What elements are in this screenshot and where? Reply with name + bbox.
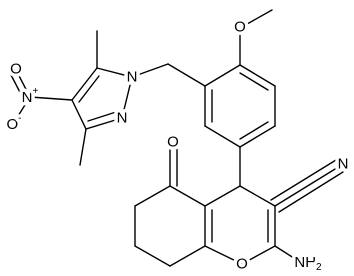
bond (12, 96, 31, 125)
bond (239, 185, 276, 207)
bond (121, 76, 133, 119)
atom-label: O (167, 134, 179, 151)
bond (15, 69, 31, 98)
atom-label: N (338, 156, 349, 173)
bond (134, 245, 171, 267)
bond (239, 64, 276, 87)
atom-charge: - (18, 113, 21, 124)
bond (239, 72, 269, 91)
atom-label: O (10, 61, 22, 78)
bond (9, 72, 25, 101)
bond (169, 185, 206, 207)
atom-subscript: 2 (316, 262, 322, 273)
bond (239, 9, 273, 29)
atom-label: N+ (22, 86, 39, 106)
bond (241, 245, 276, 265)
bond (167, 63, 206, 87)
bond (169, 245, 206, 267)
bond (87, 111, 117, 122)
bond (274, 245, 301, 263)
atom-symbol: N (22, 89, 33, 106)
bond (239, 125, 276, 148)
atom-symbol: NH (294, 254, 316, 271)
bond (204, 185, 241, 207)
bond (204, 245, 243, 265)
atom-label: O (234, 19, 246, 36)
bond (204, 125, 241, 148)
bond (71, 67, 98, 101)
atom-charge: + (33, 86, 39, 97)
bond (274, 165, 341, 207)
atom-label: NH2 (294, 254, 322, 273)
atom-labels: O N+ O- N N O O N O NH2 (3, 15, 352, 276)
bond (78, 75, 100, 103)
bonds (9, 9, 344, 267)
bond (71, 99, 87, 130)
bond (96, 67, 133, 78)
bond (239, 121, 269, 140)
atom-label: O (236, 256, 248, 273)
atom-label: N (127, 69, 138, 86)
bond (85, 117, 123, 130)
bond (278, 171, 344, 213)
bond (29, 96, 73, 101)
atom-symbol: O (6, 116, 18, 133)
bond (204, 64, 241, 87)
bond (131, 63, 169, 78)
bond (134, 185, 171, 207)
bond (270, 159, 337, 201)
atom-label: O- (6, 113, 21, 133)
atom-label: N (117, 110, 128, 127)
bond (79, 128, 87, 166)
